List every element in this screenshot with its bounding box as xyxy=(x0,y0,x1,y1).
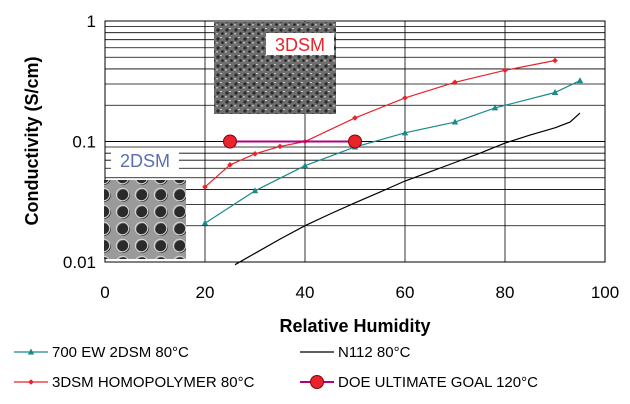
data-point xyxy=(223,134,237,149)
x-tick-label: 20 xyxy=(196,283,215,302)
inset-2dsm-image: 2DSM xyxy=(104,149,186,259)
legend: 700 EW 2DSM 80°C N112 80°C 3DSM HOMOPOLYME… xyxy=(14,344,538,391)
x-tick-label: 100 xyxy=(591,283,619,302)
legend-marker xyxy=(28,379,34,385)
inset-3dsm-label: 3DSM xyxy=(275,35,325,55)
legend-label: N112 80°C xyxy=(338,344,411,361)
series-line xyxy=(204,59,556,188)
data-point xyxy=(277,143,283,150)
data-point xyxy=(301,162,309,169)
tick-labels: 0 20 40 60 80 100 0.01 0.1 1 xyxy=(63,12,619,302)
data-point xyxy=(502,67,508,74)
series-2 xyxy=(202,57,558,190)
legend-item: 700 EW 2DSM 80°C xyxy=(14,344,189,361)
data-point xyxy=(348,134,362,149)
data-point xyxy=(401,129,409,136)
x-axis-label: Relative Humidity xyxy=(279,316,430,336)
data-point xyxy=(251,187,259,194)
inset-3dsm-image: 3DSM xyxy=(214,22,336,114)
legend-item: N112 80°C xyxy=(300,344,411,361)
data-point xyxy=(201,219,209,226)
x-tick-label: 60 xyxy=(396,283,415,302)
series-3 xyxy=(223,134,362,149)
legend-item: DOE ULTIMATE GOAL 120°C xyxy=(300,374,538,391)
x-tick-label: 80 xyxy=(496,283,515,302)
plot-area-frame xyxy=(104,20,606,263)
series xyxy=(201,57,584,266)
y-axis-label: Conductivity (S/cm) xyxy=(22,56,42,225)
legend-label: 700 EW 2DSM 80°C xyxy=(52,344,189,361)
data-point xyxy=(452,79,458,86)
legend-marker xyxy=(27,348,35,355)
x-tick-label: 40 xyxy=(296,283,315,302)
data-point xyxy=(491,104,499,111)
legend-item: 3DSM HOMOPOLYMER 80°C xyxy=(14,374,255,391)
data-point xyxy=(352,115,358,121)
series-1 xyxy=(234,112,581,266)
legend-marker xyxy=(310,375,324,389)
data-point xyxy=(552,57,558,64)
data-point xyxy=(227,162,233,168)
series-line xyxy=(234,112,581,266)
y-tick-label: 0.1 xyxy=(72,133,96,152)
data-point xyxy=(576,77,584,84)
data-point xyxy=(451,118,459,125)
data-point xyxy=(202,184,208,190)
data-point xyxy=(402,95,408,101)
y-tick-label: 0.01 xyxy=(63,253,96,272)
data-point xyxy=(252,151,258,157)
legend-label: 3DSM HOMOPOLYMER 80°C xyxy=(52,374,255,391)
x-tick-label: 0 xyxy=(100,283,109,302)
y-tick-label: 1 xyxy=(87,12,96,31)
data-point xyxy=(551,89,559,96)
inset-2dsm-label: 2DSM xyxy=(120,151,170,171)
legend-label: DOE ULTIMATE GOAL 120°C xyxy=(338,374,538,391)
